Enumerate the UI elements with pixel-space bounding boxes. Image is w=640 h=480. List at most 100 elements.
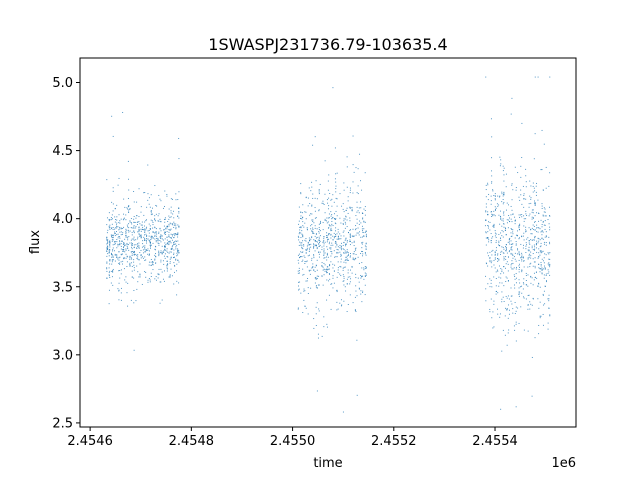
- data-point: [508, 239, 510, 241]
- data-point: [116, 219, 118, 221]
- data-point: [330, 308, 332, 310]
- data-point: [510, 287, 512, 289]
- data-point: [498, 204, 500, 206]
- data-point: [311, 257, 313, 259]
- data-point: [501, 269, 503, 271]
- data-point: [349, 189, 351, 191]
- data-point: [110, 252, 112, 254]
- data-point: [315, 265, 317, 267]
- data-point: [170, 223, 172, 225]
- data-point: [531, 277, 533, 279]
- data-point: [316, 241, 318, 243]
- data-point: [135, 253, 137, 255]
- data-point: [319, 240, 321, 242]
- data-point: [177, 254, 179, 256]
- data-point: [111, 254, 113, 256]
- data-point: [311, 186, 313, 188]
- data-point: [326, 246, 328, 248]
- data-point: [499, 165, 501, 167]
- data-point: [538, 248, 540, 250]
- data-point: [548, 223, 550, 225]
- data-point: [108, 252, 110, 254]
- data-point: [120, 228, 122, 230]
- data-point: [118, 270, 120, 272]
- data-point: [364, 206, 366, 208]
- data-point: [547, 298, 549, 300]
- data-point: [145, 220, 147, 222]
- data-point: [167, 263, 169, 265]
- data-point: [310, 287, 312, 289]
- data-point: [313, 254, 315, 256]
- y-tick-label: 4.5: [52, 144, 73, 159]
- data-point: [177, 234, 179, 236]
- data-point: [331, 214, 333, 216]
- data-point: [492, 249, 494, 251]
- data-point: [511, 243, 513, 245]
- data-point: [485, 211, 487, 213]
- data-point: [523, 232, 525, 234]
- data-point: [112, 271, 114, 273]
- data-point: [314, 271, 316, 273]
- data-point: [365, 230, 367, 232]
- data-point: [360, 207, 362, 209]
- data-point: [114, 221, 116, 223]
- data-point: [544, 253, 546, 255]
- data-point: [302, 216, 304, 218]
- data-point: [160, 259, 162, 261]
- data-point: [362, 292, 364, 294]
- data-point: [531, 245, 533, 247]
- data-point: [313, 246, 315, 248]
- data-point: [149, 228, 151, 230]
- data-point: [139, 236, 141, 238]
- data-point: [316, 198, 318, 200]
- data-point: [106, 251, 108, 253]
- data-point: [169, 229, 171, 231]
- data-point: [164, 257, 166, 259]
- data-point: [536, 277, 538, 279]
- data-point: [318, 236, 320, 238]
- data-point: [110, 282, 112, 284]
- data-point: [140, 206, 142, 208]
- data-point: [349, 229, 351, 231]
- data-point: [523, 278, 525, 280]
- data-point: [162, 239, 164, 241]
- data-point: [326, 232, 328, 234]
- data-point: [518, 295, 520, 297]
- data-point: [155, 231, 157, 233]
- data-point: [299, 231, 301, 233]
- data-point: [170, 242, 172, 244]
- data-point: [166, 250, 168, 252]
- data-point: [541, 273, 543, 275]
- data-point: [347, 212, 349, 214]
- data-point: [345, 252, 347, 254]
- data-point: [299, 229, 301, 231]
- data-point: [311, 204, 313, 206]
- data-point: [154, 220, 156, 222]
- data-point: [160, 281, 162, 283]
- data-point: [116, 247, 118, 249]
- data-point: [503, 266, 505, 268]
- data-point: [123, 268, 125, 270]
- data-point: [167, 251, 169, 253]
- data-point: [494, 254, 496, 256]
- data-point: [513, 284, 515, 286]
- data-point: [318, 240, 320, 242]
- data-point: [313, 233, 315, 235]
- data-point: [116, 222, 118, 224]
- data-point: [336, 276, 338, 278]
- data-point: [152, 227, 154, 229]
- data-point: [503, 212, 505, 214]
- data-point: [315, 233, 317, 235]
- data-point: [152, 242, 154, 244]
- data-point: [505, 280, 507, 282]
- data-point: [503, 191, 505, 193]
- data-point: [178, 243, 180, 245]
- data-point: [123, 217, 125, 219]
- data-point: [519, 291, 521, 293]
- data-point: [145, 240, 147, 242]
- data-point: [154, 215, 156, 217]
- data-point: [137, 236, 139, 238]
- data-point: [518, 252, 520, 254]
- data-point: [133, 221, 135, 223]
- data-point: [117, 258, 119, 260]
